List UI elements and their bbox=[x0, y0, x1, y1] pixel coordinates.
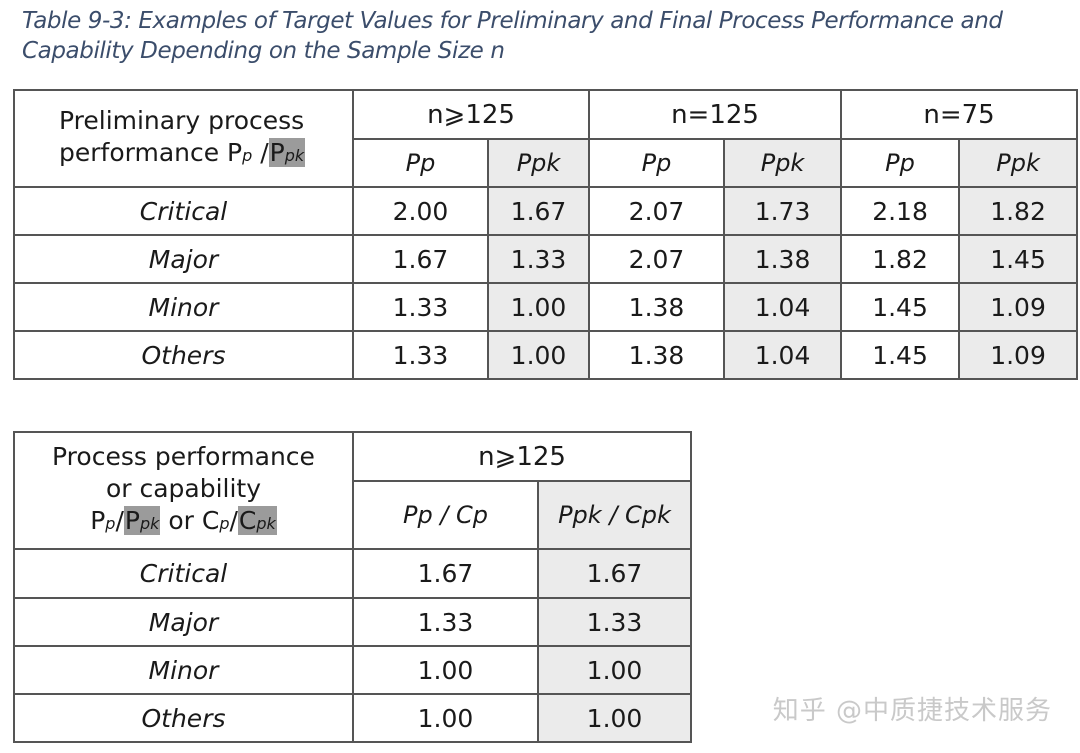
cell-value: 1.00 bbox=[486, 330, 591, 380]
table1-title-line1: Preliminary process bbox=[59, 106, 305, 135]
cell-value: 1.33 bbox=[352, 330, 489, 380]
preliminary-performance-table: Preliminary process performance Pp /Ppk … bbox=[13, 89, 1079, 380]
cell-value: 1.45 bbox=[840, 282, 961, 332]
row-label: Critical bbox=[13, 186, 354, 236]
cell-value: 1.67 bbox=[352, 548, 539, 599]
group-header-n-eq-75: n=75 bbox=[840, 89, 1079, 140]
table-row: Others 1.00 1.00 bbox=[13, 693, 693, 743]
subheader-pp: Pp bbox=[352, 138, 489, 188]
cell-value: 1.67 bbox=[352, 234, 489, 284]
final-performance-table: Process performance or capability Pp/Ppk… bbox=[13, 431, 693, 743]
cell-value: 2.18 bbox=[840, 186, 961, 236]
cell-value: 1.82 bbox=[958, 186, 1079, 236]
row-label: Minor bbox=[13, 645, 354, 695]
row-label: Others bbox=[13, 693, 354, 743]
cell-value: 2.07 bbox=[588, 186, 726, 236]
table2-title-line2: or capability bbox=[105, 474, 262, 503]
cell-value: 1.00 bbox=[486, 282, 591, 332]
group-header-n-ge-125: n⩾125 bbox=[351, 431, 693, 482]
cell-value: 1.33 bbox=[486, 234, 591, 284]
subheader-ppk: Ppk bbox=[958, 138, 1079, 188]
cell-value: 1.45 bbox=[840, 330, 961, 380]
cell-value: 1.00 bbox=[352, 693, 539, 743]
cell-value: 1.09 bbox=[958, 330, 1079, 380]
cell-value: 1.82 bbox=[840, 234, 961, 284]
table-caption: Table 9-3: Examples of Target Values for… bbox=[22, 8, 1003, 64]
cell-value: 1.00 bbox=[536, 645, 693, 695]
subheader-pp: Pp bbox=[840, 138, 961, 188]
group-header-n-ge-125: n⩾125 bbox=[351, 89, 591, 140]
subheader-pp: Pp bbox=[588, 138, 726, 188]
cell-value: 1.04 bbox=[723, 282, 843, 332]
cell-value: 1.45 bbox=[958, 234, 1079, 284]
cell-value: 1.38 bbox=[588, 330, 726, 380]
table-row: Others 1.33 1.00 1.38 1.04 1.45 1.09 bbox=[13, 330, 1079, 380]
cell-value: 1.33 bbox=[536, 597, 693, 647]
row-label: Others bbox=[13, 330, 354, 380]
subheader-ppk: Ppk bbox=[723, 138, 843, 188]
highlighted-ppk: Ppk bbox=[268, 138, 306, 167]
subheader-ppk: Ppk bbox=[486, 138, 591, 188]
highlighted-ppk: Ppk bbox=[123, 506, 161, 535]
table2-title-line1: Process performance bbox=[52, 442, 315, 471]
table-row: Minor 1.33 1.00 1.38 1.04 1.45 1.09 bbox=[13, 282, 1079, 332]
cell-value: 1.38 bbox=[723, 234, 843, 284]
subheader-ppk-cpk: Ppk / Cpk bbox=[536, 480, 693, 550]
table2-corner-header: Process performance or capability Pp/Ppk… bbox=[13, 431, 354, 550]
table-row: Critical 1.67 1.67 bbox=[13, 548, 693, 599]
watermark: 知乎 @中质捷技术服务 bbox=[772, 696, 1052, 726]
row-label: Critical bbox=[13, 548, 354, 599]
row-label: Minor bbox=[13, 282, 354, 332]
cell-value: 1.09 bbox=[958, 282, 1079, 332]
cell-value: 1.33 bbox=[352, 597, 539, 647]
cell-value: 1.00 bbox=[536, 693, 693, 743]
cell-value: 1.67 bbox=[536, 548, 693, 599]
table-row: Major 1.33 1.33 bbox=[13, 597, 693, 647]
group-header-n-eq-125: n=125 bbox=[588, 89, 843, 140]
subheader-pp-cp: Pp / Cp bbox=[352, 480, 539, 550]
row-label: Major bbox=[13, 597, 354, 647]
cell-value: 1.67 bbox=[486, 186, 591, 236]
cell-value: 1.73 bbox=[723, 186, 843, 236]
table2-title-line3: Pp/Ppk or Cp/Cpk bbox=[90, 506, 277, 535]
table-row: Critical 2.00 1.67 2.07 1.73 2.18 1.82 bbox=[13, 186, 1079, 236]
table-row: Minor 1.00 1.00 bbox=[13, 645, 693, 695]
row-label: Major bbox=[13, 234, 354, 284]
table1-corner-header: Preliminary process performance Pp /Ppk bbox=[13, 89, 354, 188]
cell-value: 2.00 bbox=[352, 186, 489, 236]
cell-value: 1.00 bbox=[352, 645, 539, 695]
table-row: Major 1.67 1.33 2.07 1.38 1.82 1.45 bbox=[13, 234, 1079, 284]
cell-value: 1.33 bbox=[352, 282, 489, 332]
table1-title-line2: performance Pp /Ppk bbox=[59, 138, 306, 167]
highlighted-cpk: Cpk bbox=[237, 506, 277, 535]
cell-value: 1.38 bbox=[588, 282, 726, 332]
cell-value: 1.04 bbox=[723, 330, 843, 380]
cell-value: 2.07 bbox=[588, 234, 726, 284]
